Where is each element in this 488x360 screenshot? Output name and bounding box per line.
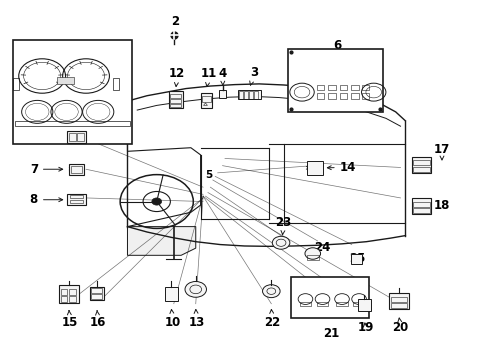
Bar — [253, 91, 257, 99]
Bar — [90, 287, 103, 300]
Bar — [316, 85, 324, 90]
Bar — [412, 160, 429, 165]
Bar — [290, 277, 368, 318]
Text: 25: 25 — [349, 252, 365, 265]
Bar — [15, 121, 130, 126]
Bar — [13, 40, 132, 144]
Bar — [339, 93, 346, 99]
Text: 13: 13 — [188, 310, 204, 329]
Bar — [113, 78, 119, 90]
Text: 1: 1 — [102, 44, 109, 57]
Bar — [357, 300, 370, 311]
Text: 16: 16 — [90, 311, 106, 329]
Text: 11: 11 — [201, 67, 217, 86]
Bar — [412, 202, 429, 207]
Text: 2: 2 — [171, 15, 179, 36]
Bar — [69, 133, 76, 141]
Text: 21: 21 — [322, 327, 338, 340]
Bar — [57, 77, 74, 84]
Text: 23: 23 — [275, 216, 291, 235]
Text: 19: 19 — [357, 321, 373, 334]
Bar — [412, 208, 429, 213]
Bar — [350, 85, 358, 90]
Polygon shape — [127, 226, 195, 255]
Bar — [390, 303, 407, 308]
Bar — [164, 287, 178, 301]
Bar — [244, 91, 247, 99]
Text: 8: 8 — [30, 193, 62, 206]
Text: 22: 22 — [264, 310, 280, 329]
Bar — [61, 296, 67, 302]
Bar — [411, 198, 430, 214]
Bar — [388, 293, 408, 309]
Circle shape — [184, 282, 206, 297]
Text: 15: 15 — [61, 311, 78, 329]
Bar — [91, 288, 102, 293]
Bar — [91, 294, 102, 299]
Text: 12: 12 — [169, 67, 185, 86]
Bar — [67, 194, 85, 205]
Bar — [170, 104, 181, 107]
Circle shape — [272, 236, 289, 249]
Bar — [170, 99, 181, 103]
Text: 20: 20 — [391, 318, 408, 334]
Bar — [168, 91, 182, 108]
Bar — [316, 93, 324, 99]
Bar — [361, 93, 368, 99]
Bar — [13, 78, 19, 90]
Bar — [306, 161, 322, 175]
Bar — [71, 166, 81, 173]
Bar — [239, 91, 243, 99]
Bar — [352, 302, 364, 306]
Bar — [350, 93, 358, 99]
Bar — [339, 85, 346, 90]
Text: 18: 18 — [433, 199, 449, 212]
Bar — [219, 90, 226, 98]
Bar — [306, 255, 318, 260]
Text: 3: 3 — [249, 66, 258, 85]
Bar — [328, 85, 335, 90]
Bar — [69, 289, 76, 295]
Bar — [390, 297, 407, 302]
Bar — [411, 157, 430, 173]
Bar — [350, 254, 361, 264]
Text: 6: 6 — [332, 39, 341, 52]
Circle shape — [305, 248, 320, 259]
Text: 7: 7 — [30, 163, 62, 176]
Text: 9: 9 — [30, 130, 61, 143]
Bar — [61, 289, 67, 295]
Bar — [328, 93, 335, 99]
Bar — [361, 85, 368, 90]
Bar — [335, 302, 347, 306]
Bar — [69, 200, 83, 203]
Bar — [299, 302, 311, 306]
Text: 5: 5 — [205, 170, 212, 180]
Bar — [170, 94, 181, 98]
Bar — [237, 90, 261, 99]
Bar — [69, 195, 83, 198]
Bar — [69, 164, 83, 175]
Bar — [77, 133, 83, 141]
Text: 10: 10 — [164, 310, 181, 329]
Circle shape — [262, 285, 280, 298]
Text: 17: 17 — [433, 143, 449, 160]
Bar — [59, 285, 79, 303]
Text: 4: 4 — [218, 67, 226, 86]
Circle shape — [152, 198, 161, 205]
Text: 14: 14 — [326, 161, 355, 174]
Bar — [202, 96, 210, 102]
Bar — [316, 302, 328, 306]
Text: 24: 24 — [314, 241, 330, 254]
Bar — [69, 296, 76, 302]
Bar — [66, 131, 86, 143]
Bar — [288, 49, 383, 112]
Bar — [412, 167, 429, 172]
Bar — [200, 93, 212, 108]
Bar — [248, 91, 252, 99]
